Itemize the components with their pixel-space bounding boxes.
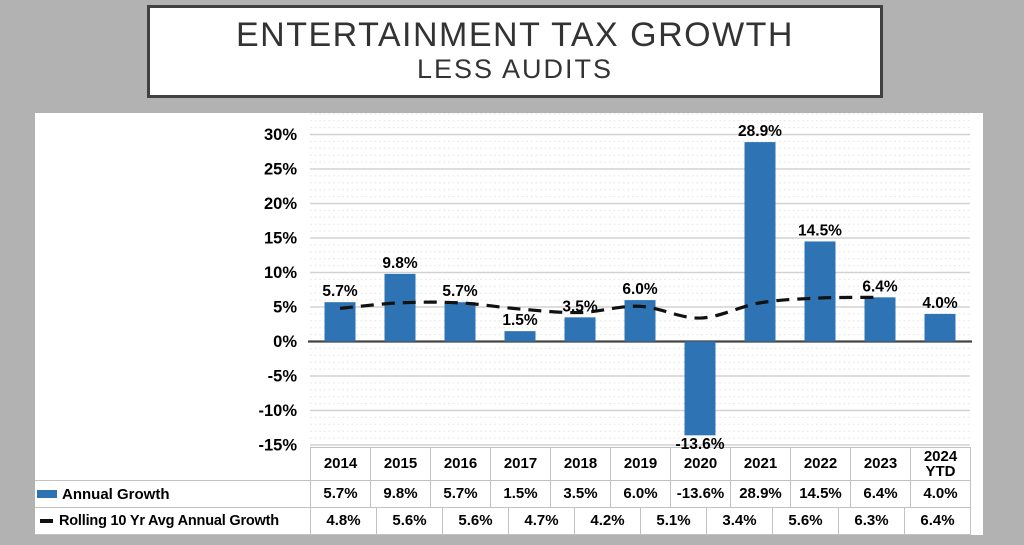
y-axis-tick-15%: 15% bbox=[264, 230, 297, 248]
y-axis-tick-20%: 20% bbox=[264, 195, 297, 213]
bar-2023 bbox=[864, 297, 896, 342]
bar-label-2024-ytd: 4.0% bbox=[922, 295, 958, 312]
annual-value-2017: 1.5% bbox=[491, 481, 551, 507]
annual-growth-bar-swatch-icon bbox=[37, 490, 57, 498]
bar-2017 bbox=[504, 331, 536, 342]
bar-label-2021: 28.9% bbox=[738, 123, 782, 140]
year-header-2020: 2020 bbox=[671, 448, 731, 480]
y-axis-tick--15%: -15% bbox=[258, 437, 297, 455]
year-header-line: 2018 bbox=[563, 455, 598, 473]
bar-2020 bbox=[684, 341, 716, 436]
bar-label-2014: 5.7% bbox=[322, 283, 358, 300]
rolling-value-2018: 4.2% bbox=[575, 508, 641, 534]
legend-label-rolling-avg: Rolling 10 Yr Avg Annual Growth bbox=[59, 513, 279, 529]
bar-2022 bbox=[804, 241, 836, 342]
bar-label-2019: 6.0% bbox=[622, 281, 658, 298]
y-axis-tick-30%: 30% bbox=[264, 126, 297, 144]
annual-value-2023: 6.4% bbox=[851, 481, 911, 507]
data-table: 2014 2015 2016 2017 2018 2019 2020 2021 2022 2023… bbox=[310, 447, 971, 535]
year-header-line: 2019 bbox=[623, 455, 658, 473]
year-header-2017: 2017 bbox=[491, 448, 551, 480]
table-row-rolling-avg: 4.8% 5.6% 5.6% 4.7% 4.2% 5.1% 3.4% 5.6% 6.3% 6.4% bbox=[311, 507, 971, 534]
rolling-value-2015: 5.6% bbox=[377, 508, 443, 534]
y-axis-tick-5%: 5% bbox=[273, 299, 297, 317]
y-axis-tick--10%: -10% bbox=[258, 402, 297, 420]
rolling-value-2019: 5.1% bbox=[641, 508, 707, 534]
chart-legend: Annual Growth Rolling 10 Yr Avg Annual G… bbox=[35, 480, 310, 535]
annual-value-2022: 14.5% bbox=[791, 481, 851, 507]
bar-label-2016: 5.7% bbox=[442, 283, 478, 300]
annual-value-2018: 3.5% bbox=[551, 481, 611, 507]
annual-value-2014: 5.7% bbox=[311, 481, 371, 507]
year-header-line: 2023 bbox=[863, 455, 898, 473]
bar-label-2022: 14.5% bbox=[798, 222, 842, 239]
rolling-value-2022: 6.3% bbox=[839, 508, 905, 534]
legend-item-annual-growth: Annual Growth bbox=[35, 481, 310, 508]
table-row-annual-growth: 5.7% 9.8% 5.7% 1.5% 3.5% 6.0% -13.6% 28.9% 14.5%… bbox=[311, 480, 971, 507]
chart-title-box: ENTERTAINMENT TAX GROWTH LESS AUDITS bbox=[147, 5, 883, 98]
year-header-2021: 2021 bbox=[731, 448, 791, 480]
year-header-2019: 2019 bbox=[611, 448, 671, 480]
legend-item-rolling-avg: Rolling 10 Yr Avg Annual Growth bbox=[35, 508, 310, 535]
bar-2014 bbox=[324, 302, 356, 342]
year-header-2014: 2014 bbox=[311, 448, 371, 480]
year-header-line: 2021 bbox=[743, 455, 778, 473]
year-header-line: 2024 bbox=[923, 447, 958, 465]
year-header-line: YTD bbox=[925, 463, 956, 480]
year-header-2018: 2018 bbox=[551, 448, 611, 480]
y-axis-tick-25%: 25% bbox=[264, 161, 297, 179]
rolling-value-2021: 5.6% bbox=[773, 508, 839, 534]
annual-value-2020: -13.6% bbox=[671, 481, 731, 507]
y-axis-tick-0%: 0% bbox=[273, 333, 297, 351]
bar-label-2023: 6.4% bbox=[862, 278, 898, 295]
year-header-2024-ytd: 2024 YTD bbox=[911, 448, 971, 480]
rolling-value-2016: 5.6% bbox=[443, 508, 509, 534]
year-header-2022: 2022 bbox=[791, 448, 851, 480]
y-axis-tick--5%: -5% bbox=[268, 368, 298, 386]
year-header-line: 2014 bbox=[323, 455, 358, 473]
bar-2015 bbox=[384, 273, 416, 342]
chart-panel: 2014 2015 2016 2017 2018 2019 2020 2021 2022 2023… bbox=[35, 113, 983, 535]
rolling-value-2020: 3.4% bbox=[707, 508, 773, 534]
bar-2018 bbox=[564, 317, 596, 342]
rolling-avg-dash-swatch-icon bbox=[40, 519, 53, 523]
year-header-line: 2015 bbox=[383, 455, 418, 473]
annual-value-2015: 9.8% bbox=[371, 481, 431, 507]
y-axis-tick-10%: 10% bbox=[264, 264, 297, 282]
annual-value-2024-ytd: 4.0% bbox=[911, 481, 971, 507]
chart-subtitle: LESS AUDITS bbox=[416, 54, 614, 84]
year-header-line: 2016 bbox=[443, 455, 478, 473]
bar-label-2015: 9.8% bbox=[382, 255, 418, 272]
year-header-2023: 2023 bbox=[851, 448, 911, 480]
bar-2024-ytd bbox=[924, 313, 956, 342]
bar-2021 bbox=[744, 142, 776, 342]
year-header-2016: 2016 bbox=[431, 448, 491, 480]
table-header-row: 2014 2015 2016 2017 2018 2019 2020 2021 2022 2023… bbox=[311, 447, 971, 480]
bar-label-2017: 1.5% bbox=[502, 312, 538, 329]
rolling-value-2017: 4.7% bbox=[509, 508, 575, 534]
year-header-2015: 2015 bbox=[371, 448, 431, 480]
legend-label-annual-growth: Annual Growth bbox=[62, 485, 170, 503]
year-header-line: 2017 bbox=[503, 455, 538, 473]
bar-2016 bbox=[444, 302, 476, 342]
rolling-avg-dashed-line bbox=[339, 295, 881, 320]
year-header-line: 2020 bbox=[683, 455, 718, 473]
bar-2019 bbox=[624, 300, 656, 342]
annual-value-2019: 6.0% bbox=[611, 481, 671, 507]
rolling-value-2023: 6.4% bbox=[905, 508, 971, 534]
year-header-line: 2022 bbox=[803, 455, 838, 473]
rolling-value-2014: 4.8% bbox=[311, 508, 377, 534]
annual-value-2021: 28.9% bbox=[731, 481, 791, 507]
chart-title: ENTERTAINMENT TAX GROWTH bbox=[236, 16, 794, 54]
bar-label-2018: 3.5% bbox=[562, 298, 598, 315]
annual-value-2016: 5.7% bbox=[431, 481, 491, 507]
